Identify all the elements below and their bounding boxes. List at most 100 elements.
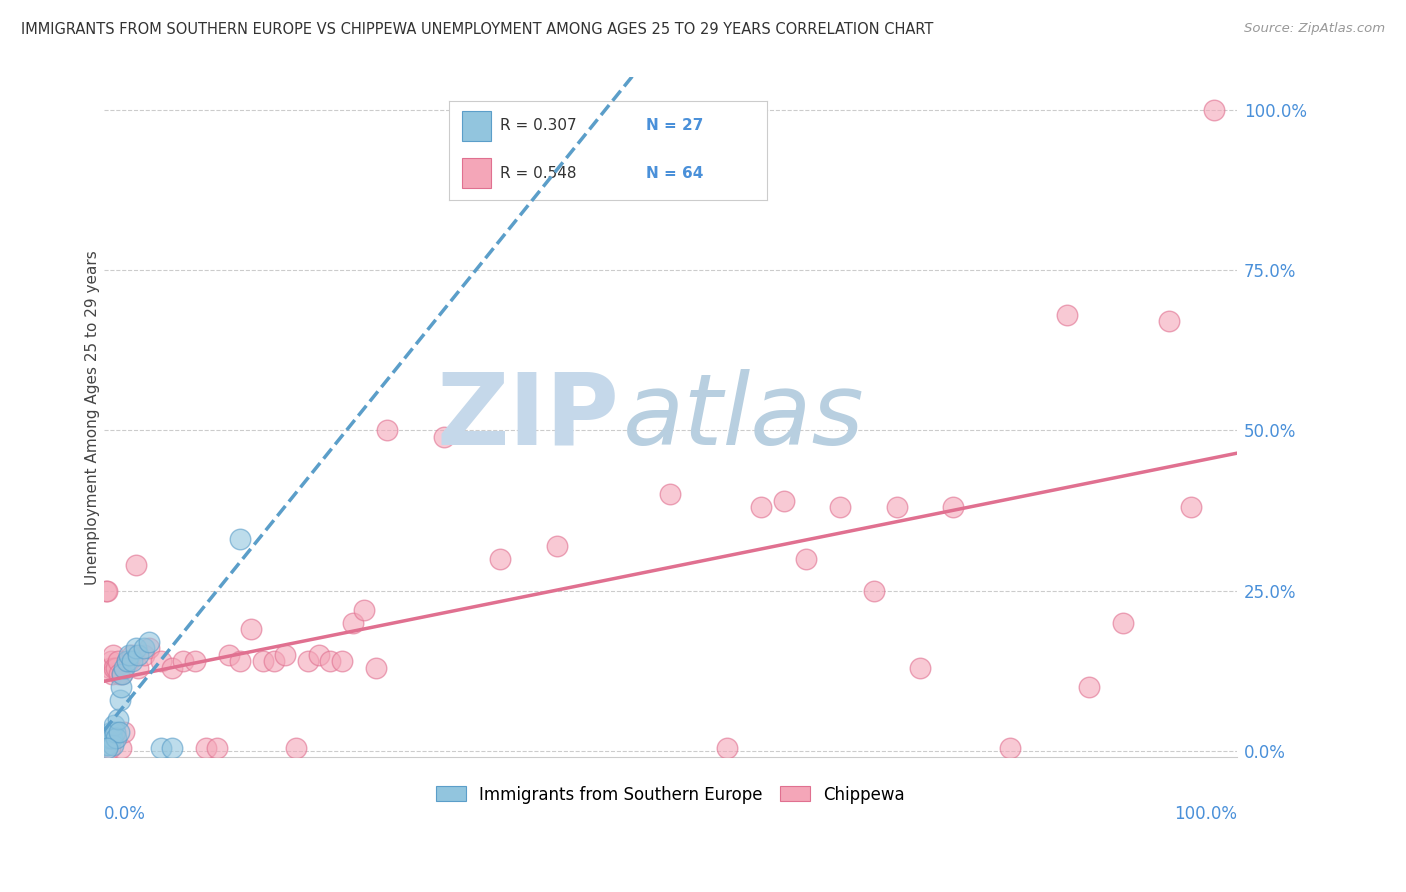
Point [149,740,172,755]
Point [105,731,128,746]
Point [121,654,143,668]
Point [830,500,852,515]
Point [124,641,146,656]
Point [97,731,120,746]
Point [998,740,1021,755]
Point [104,731,127,746]
Point [101,667,124,681]
Point [160,660,183,674]
Point [364,660,387,674]
Point [98,740,121,755]
Point [121,648,143,662]
Legend: Immigrants from Southern Europe, Chippewa: Immigrants from Southern Europe, Chippew… [429,779,911,810]
Point [98,660,121,674]
Text: ZIP: ZIP [436,369,619,466]
Point [489,551,512,566]
Point [96,731,118,746]
Point [94,731,117,746]
Point [172,654,194,668]
Point [107,712,129,726]
Point [353,603,375,617]
Point [194,740,217,755]
Point [274,648,297,662]
Point [96,738,118,752]
Point [107,654,129,668]
Point [138,641,160,656]
Point [908,660,931,674]
Point [433,430,456,444]
Point [183,654,205,668]
Point [110,740,132,755]
Point [285,740,308,755]
Point [659,487,682,501]
Point [546,539,568,553]
Point [111,667,134,681]
Text: Source: ZipAtlas.com: Source: ZipAtlas.com [1244,22,1385,36]
Point [108,692,131,706]
Point [96,583,118,598]
Point [342,615,364,630]
Point [110,680,132,694]
Point [115,654,138,668]
Point [112,724,135,739]
Point [330,654,353,668]
Point [205,740,228,755]
Point [1078,680,1101,694]
Point [319,654,342,668]
Point [375,423,398,437]
Point [96,583,118,598]
Point [104,724,127,739]
Point [127,648,149,662]
Point [229,533,252,547]
Point [100,724,122,739]
Point [101,731,124,746]
Point [252,654,274,668]
Text: atlas: atlas [623,369,865,466]
Point [127,660,149,674]
Point [240,622,263,636]
Point [112,660,135,674]
Point [308,648,330,662]
Point [886,500,908,515]
Point [132,648,155,662]
Point [1157,314,1180,328]
Point [749,500,772,515]
Point [115,654,138,668]
Point [118,648,141,662]
Point [103,660,125,674]
Point [105,660,128,674]
Text: IMMIGRANTS FROM SOUTHERN EUROPE VS CHIPPEWA UNEMPLOYMENT AMONG AGES 25 TO 29 YEA: IMMIGRANTS FROM SOUTHERN EUROPE VS CHIPP… [21,22,934,37]
Point [863,583,886,598]
Point [107,667,129,681]
Point [716,740,738,755]
Point [1202,103,1225,117]
Point [101,648,124,662]
Y-axis label: Unemployment Among Ages 25 to 29 years: Unemployment Among Ages 25 to 29 years [86,250,100,585]
Point [101,738,124,752]
Point [98,731,121,746]
Point [229,654,252,668]
Point [1180,500,1202,515]
Point [118,654,141,668]
Point [103,718,125,732]
Point [111,667,134,681]
Point [107,724,129,739]
Point [297,654,319,668]
Point [138,635,160,649]
Point [218,648,240,662]
Point [1056,308,1078,322]
Text: 100.0%: 100.0% [1174,805,1237,823]
Point [97,738,120,752]
Point [263,654,285,668]
Point [132,641,155,656]
Point [772,493,794,508]
Point [1112,615,1135,630]
Point [942,500,965,515]
Point [160,740,183,755]
Point [124,558,146,572]
Point [96,740,118,755]
Text: 0.0%: 0.0% [104,805,146,823]
Point [149,654,172,668]
Point [794,551,817,566]
Point [100,654,122,668]
